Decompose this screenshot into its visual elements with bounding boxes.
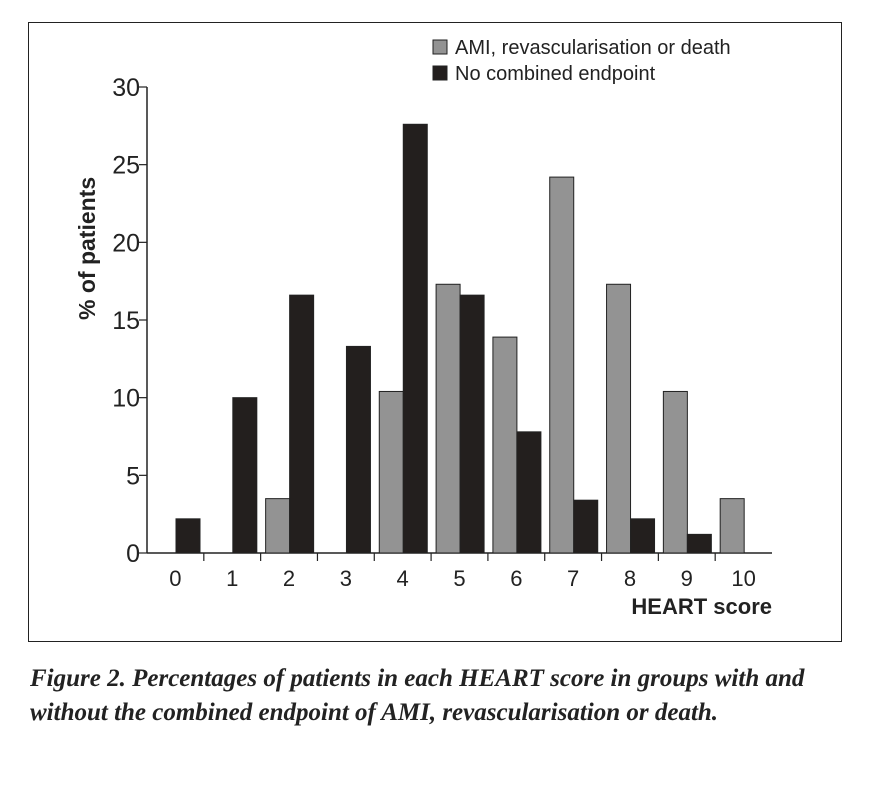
y-tick-label: 30 bbox=[112, 74, 140, 102]
bar-endpoint bbox=[606, 283, 632, 554]
bar-endpoint bbox=[378, 390, 404, 554]
bar-no-endpoint bbox=[686, 533, 712, 554]
bar-no-endpoint bbox=[232, 397, 258, 554]
legend-label: AMI, revascularisation or death bbox=[455, 37, 731, 59]
x-tick-label: 0 bbox=[169, 566, 181, 591]
x-tick-label: 1 bbox=[226, 566, 238, 591]
bar-endpoint bbox=[492, 336, 518, 554]
legend-swatch bbox=[432, 39, 448, 55]
x-tick-label: 4 bbox=[397, 566, 409, 591]
x-tick-label: 5 bbox=[453, 566, 465, 591]
y-axis-label: % of patients bbox=[74, 177, 100, 320]
x-tick-label: 7 bbox=[567, 566, 579, 591]
y-tick-label: 5 bbox=[126, 462, 140, 490]
bar-no-endpoint bbox=[630, 518, 656, 554]
bar-chart: 0 5 10 15 20 25 30 0 1 2 3 4 5 6 7 8 9 10 HEART score % of … bbox=[74, 37, 772, 619]
y-tick-label: 15 bbox=[112, 307, 140, 335]
bar-no-endpoint bbox=[573, 499, 599, 554]
y-tick-label: 0 bbox=[126, 540, 140, 568]
x-tick-label: 10 bbox=[731, 566, 755, 591]
bar-no-endpoint bbox=[459, 294, 485, 554]
bar-no-endpoint bbox=[516, 431, 542, 554]
y-tick-label: 20 bbox=[112, 229, 140, 257]
y-tick-label: 25 bbox=[112, 152, 140, 180]
figure-frame bbox=[28, 22, 842, 642]
bar-no-endpoint bbox=[345, 345, 371, 554]
y-tick-label: 10 bbox=[112, 385, 140, 413]
x-tick-label: 9 bbox=[681, 566, 693, 591]
legend-swatch bbox=[432, 65, 448, 81]
bar-endpoint bbox=[662, 390, 688, 554]
x-tick-label: 6 bbox=[510, 566, 522, 591]
bar-endpoint bbox=[719, 498, 745, 554]
bar-no-endpoint bbox=[175, 518, 201, 554]
x-tick-label: 3 bbox=[340, 566, 352, 591]
x-tick-label: 2 bbox=[283, 566, 295, 591]
x-tick-label: 8 bbox=[624, 566, 636, 591]
bar-endpoint bbox=[549, 176, 575, 554]
bar-no-endpoint bbox=[402, 123, 428, 554]
bar-endpoint bbox=[265, 498, 291, 554]
x-axis-label: HEART score bbox=[631, 594, 772, 619]
legend-label: No combined endpoint bbox=[455, 63, 656, 85]
bar-endpoint bbox=[435, 283, 461, 554]
bar-no-endpoint bbox=[289, 294, 315, 554]
figure-caption: Figure 2. Percentages of patients in eac… bbox=[30, 665, 805, 726]
